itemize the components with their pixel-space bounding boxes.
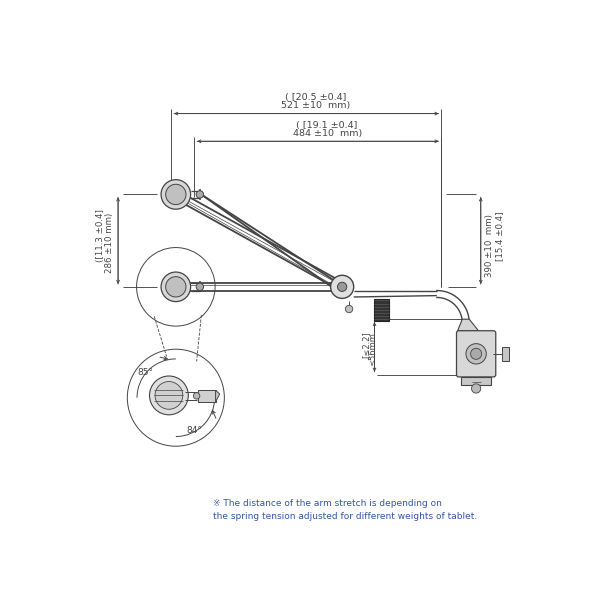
Circle shape <box>193 392 200 399</box>
Circle shape <box>196 283 203 290</box>
Circle shape <box>149 376 188 415</box>
Circle shape <box>472 384 481 393</box>
Circle shape <box>166 277 186 297</box>
Text: ※ The distance of the arm stretch is depending on
the spring tension adjusted fo: ※ The distance of the arm stretch is dep… <box>213 499 477 521</box>
Circle shape <box>161 272 191 302</box>
Text: ( [19.1 ±0.4]: ( [19.1 ±0.4] <box>296 121 358 130</box>
Circle shape <box>470 348 482 359</box>
Text: 521 ±10  mm): 521 ±10 mm) <box>281 101 350 110</box>
Text: 85°: 85° <box>138 368 154 377</box>
Circle shape <box>161 179 191 209</box>
Text: 390 ±10  mm): 390 ±10 mm) <box>485 214 494 277</box>
Circle shape <box>196 191 203 198</box>
Circle shape <box>166 184 186 205</box>
Polygon shape <box>215 391 220 402</box>
FancyBboxPatch shape <box>461 377 491 385</box>
FancyBboxPatch shape <box>198 391 215 402</box>
Text: 286 ±10 mm): 286 ±10 mm) <box>105 213 114 273</box>
Circle shape <box>338 282 347 292</box>
Circle shape <box>331 275 354 298</box>
Text: ≤56mm: ≤56mm <box>368 332 377 366</box>
FancyBboxPatch shape <box>374 299 389 321</box>
Circle shape <box>346 305 353 313</box>
FancyBboxPatch shape <box>457 331 496 377</box>
Text: 484 ±10  mm): 484 ±10 mm) <box>293 129 362 138</box>
Circle shape <box>466 344 486 364</box>
Text: ([11.3 ±0.4]: ([11.3 ±0.4] <box>96 209 105 262</box>
Text: [15.4 ±0.4]: [15.4 ±0.4] <box>495 211 504 261</box>
Text: 84°: 84° <box>187 427 202 436</box>
Circle shape <box>155 382 183 409</box>
Polygon shape <box>458 319 478 331</box>
FancyBboxPatch shape <box>502 347 509 361</box>
Text: ( [20.5 ±0.4]: ( [20.5 ±0.4] <box>285 93 346 102</box>
Text: [≤2.2]: [≤2.2] <box>362 331 371 358</box>
